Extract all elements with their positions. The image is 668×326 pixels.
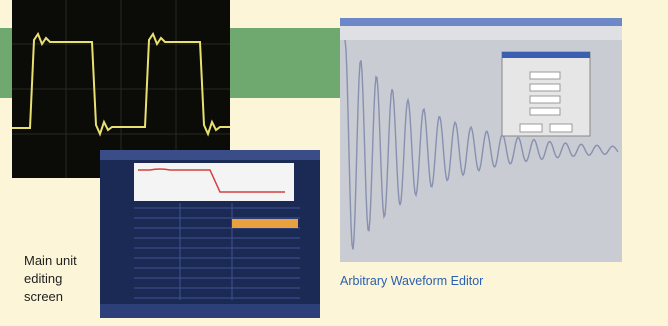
device-softkeys (100, 304, 320, 318)
main-unit-caption: Main unit editing screen (24, 252, 94, 306)
device-header (100, 150, 320, 160)
dialog-titlebar (502, 52, 590, 58)
device-selected-cell (232, 219, 298, 228)
editor-toolbar (340, 26, 622, 40)
editor-caption: Arbitrary Waveform Editor (340, 272, 483, 290)
illustration (0, 0, 668, 326)
page: Main unit editing screen Arbitrary Wavef… (0, 0, 668, 326)
editor-dialog (502, 52, 590, 136)
editor-titlebar (340, 18, 622, 26)
